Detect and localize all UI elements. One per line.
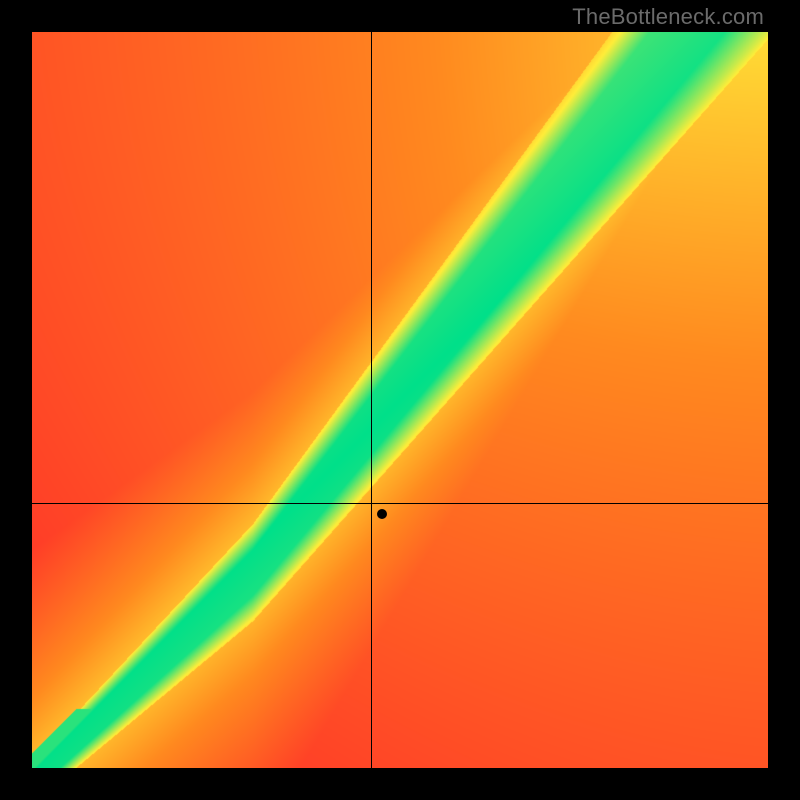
- watermark-text: TheBottleneck.com: [572, 4, 764, 30]
- heatmap-canvas: [32, 32, 768, 768]
- data-point-marker: [377, 509, 387, 519]
- chart-container: TheBottleneck.com: [0, 0, 800, 800]
- plot-area: [32, 32, 768, 768]
- crosshair-vertical: [371, 32, 372, 768]
- crosshair-horizontal: [32, 503, 768, 504]
